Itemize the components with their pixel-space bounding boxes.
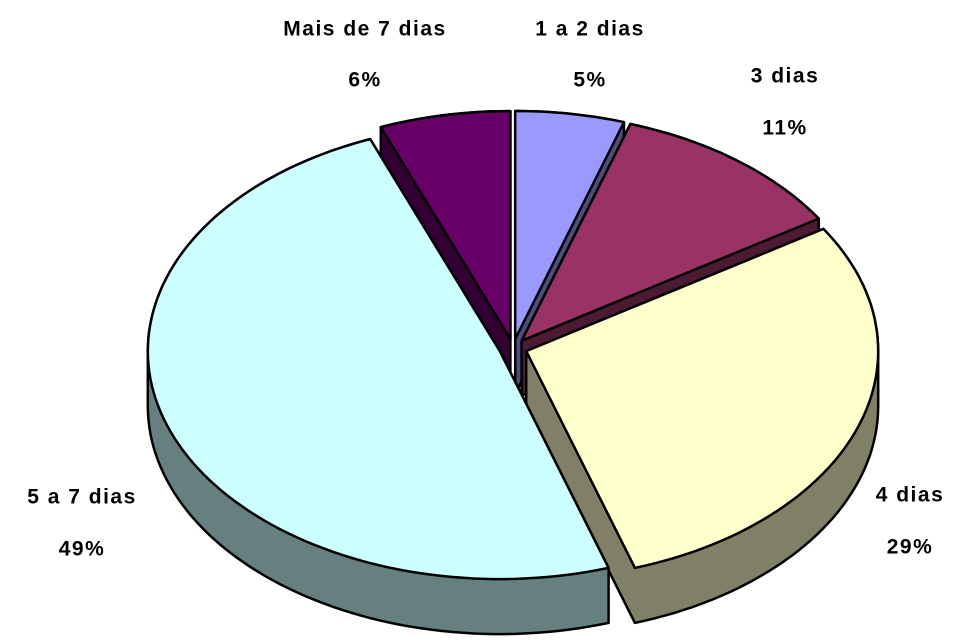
value-label: 49% bbox=[59, 538, 106, 561]
slice bbox=[524, 227, 880, 570]
pie bbox=[146, 109, 880, 636]
slice-label: 1 a 2 dias bbox=[535, 18, 645, 41]
slice-label: 3 dias bbox=[751, 65, 820, 88]
value-label: 6% bbox=[348, 69, 381, 92]
slice bbox=[513, 109, 626, 341]
slice bbox=[379, 109, 512, 341]
value-label: 5% bbox=[573, 69, 606, 92]
value-label: 29% bbox=[887, 536, 934, 559]
slice-label: 5 a 7 dias bbox=[27, 486, 137, 509]
slice bbox=[520, 122, 821, 343]
slice bbox=[146, 137, 610, 581]
slice-label: Mais de 7 dias bbox=[283, 18, 446, 41]
value-label: 11% bbox=[762, 117, 807, 140]
slice-label: 4 dias bbox=[876, 484, 945, 507]
